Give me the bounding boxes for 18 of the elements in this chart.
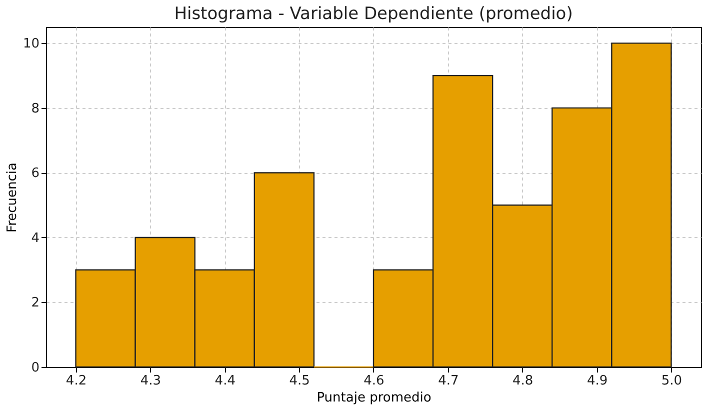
chart-title: Histograma - Variable Dependiente (promedio) [174,4,573,24]
y-axis-title: Frecuencia [4,162,20,232]
x-tick-label: 4.6 [364,374,384,388]
x-tick-label: 5.0 [661,374,682,388]
x-tick-label: 4.4 [214,374,236,388]
x-tick-label: 4.3 [140,374,162,388]
x-tick-label: 4.2 [66,374,87,388]
x-axis-title: Puntaje promedio [316,390,432,406]
y-tick-label: 8 [31,101,40,116]
x-tick-label: 4.7 [438,374,459,388]
y-tick-label: 2 [31,296,40,311]
y-tick-label: 10 [22,36,40,52]
x-tick-label: 4.9 [586,374,608,388]
y-tick-label: 6 [31,166,40,182]
x-tick-label: 4.5 [289,374,310,388]
y-tick-label: 0 [31,360,40,376]
x-tick-label: 4.8 [512,374,534,388]
y-tick-label: 4 [31,230,40,246]
